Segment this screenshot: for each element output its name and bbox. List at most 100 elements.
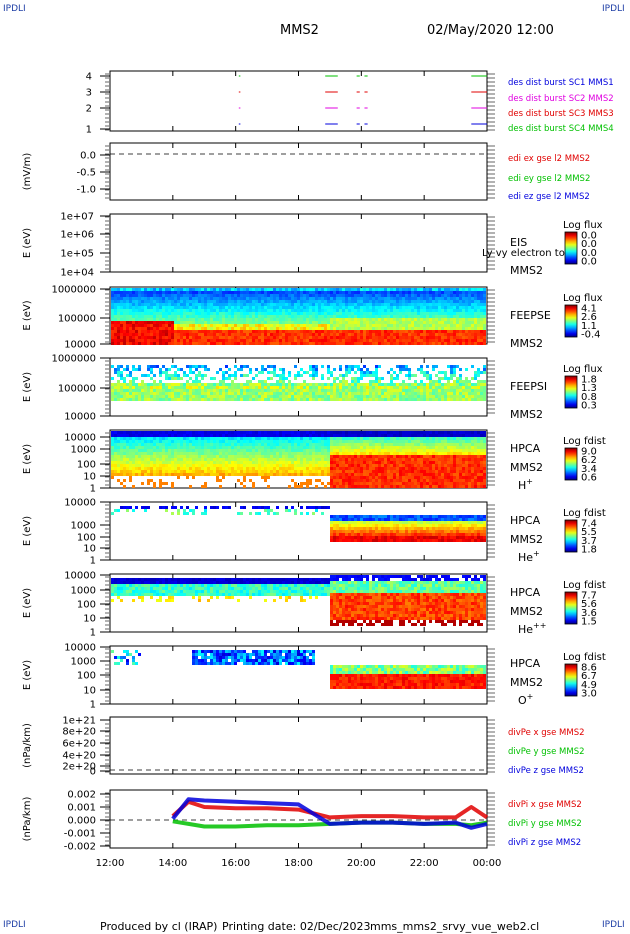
hpca-he-panel-tick-label: 10000: [64, 498, 96, 509]
hpca-hepp-panel-colorbar-tick: 7.7: [581, 591, 597, 602]
feeps-ion-panel-tick-label: 1000000: [51, 354, 96, 365]
edi-panel-tick-label: -0.5: [76, 168, 96, 179]
x-tick-label: 18:00: [284, 858, 313, 869]
hpca-o-panel-tick-label: 1000: [71, 657, 96, 668]
corner-mark-bottom-right: IPDLI: [602, 920, 625, 930]
hpca-o-panel-colorbar-tick: 8.6: [581, 663, 597, 674]
hpca-hepp-panel-tick-label: 10000: [64, 571, 96, 582]
feeps-ion-panel-tick-label: 10000: [64, 412, 96, 423]
hpca-he-panel-colorbar-tick: 1.8: [581, 545, 597, 556]
divpe-panel-frame: [109, 716, 488, 775]
feeps-ion-panel-colorbar-title: Log flux: [563, 364, 603, 375]
x-tick-label: 12:00: [96, 858, 125, 869]
hpca-h-panel-colorbar-tick: 3.4: [581, 464, 597, 475]
hpca-he-panel-colorbar-tick: 7.4: [581, 519, 597, 530]
footer-credit: Produced by cl (IRAP): [100, 920, 218, 933]
x-tick-label: 20:00: [347, 858, 376, 869]
eis-panel-label: MMS2: [510, 264, 543, 277]
hpca-he-panel-ylabel: E (eV): [22, 516, 33, 546]
divpe-panel-legend-entry: divPe z gse MMS2: [508, 766, 584, 776]
hpca-o-spectrogram: [111, 650, 486, 689]
hpca-he-panel-colorbar-tick: 5.5: [581, 527, 597, 538]
x-tick-label: 14:00: [158, 858, 187, 869]
divpi-panel-tick-label: 0.002: [67, 790, 96, 801]
header-datetime: 02/May/2020 12:00: [427, 23, 554, 38]
burst-panel-legend-entry: des dist burst SC3 MMS3: [508, 109, 614, 119]
hpca-hepp-panel-colorbar-tick: 1.5: [581, 617, 597, 628]
eis-panel-colorbar-title: Log flux: [563, 220, 603, 231]
hpca-hepp-panel-label: HPCA: [510, 586, 541, 599]
feeps-ion-panel-colorbar-tick: 1.3: [581, 383, 597, 394]
divpi-series-line: [171, 799, 489, 820]
feeps-electron-panel-colorbar: [564, 304, 578, 338]
hpca-o-panel-label: O+: [518, 692, 533, 707]
divpe-panel-tick-label: 8e+20: [62, 727, 96, 738]
divpe-panel-tick-label: 4e+20: [62, 751, 96, 762]
eis-panel-colorbar-tick: 0.0: [581, 231, 597, 242]
feeps-electron-panel-label: MMS2: [510, 337, 543, 350]
divpe-panel-tick-label: 0: [90, 767, 96, 778]
eis-overlay-text: Ly vy electron to: [482, 248, 565, 259]
hpca-he-panel-tick-label: 1: [90, 556, 96, 567]
corner-mark-top-right: IPDLI: [602, 4, 625, 14]
footer-filename: mms_mms2_srvy_vue_web2.cl: [370, 920, 540, 933]
divpe-panel-ylabel: (nPa/km): [22, 723, 33, 768]
hpca-hepp-panel-colorbar-tick: 5.6: [581, 599, 597, 610]
hpca-h-panel-tick-label: 10000: [64, 433, 96, 444]
edi-panel-tick-label: -1.0: [76, 185, 96, 196]
hpca-he-panel-colorbar-title: Log fdist: [563, 508, 606, 519]
divpi-panel-tick-label: -0.001: [64, 829, 96, 840]
eis-panel-tick-label: 1e+06: [60, 230, 94, 241]
hpca-o-panel-colorbar: [564, 663, 578, 697]
eis-panel-tick-label: 1e+04: [60, 268, 94, 279]
hpca-o-panel-label: HPCA: [510, 657, 541, 670]
divpi-panel-legend-entry: divPi z gse MMS2: [508, 838, 581, 848]
hpca-he-panel-label: He+: [518, 549, 540, 564]
burst-panel-tick-label: 1: [86, 125, 92, 136]
hpca-he-panel-tick-label: 100: [77, 533, 96, 544]
eis-panel-colorbar-tick: 0.0: [581, 257, 597, 268]
hpca-hepp-panel-ylabel: E (eV): [22, 588, 33, 618]
eis-panel-colorbar-tick: 0.0: [581, 248, 597, 259]
eis-panel-tick-label: 1e+07: [60, 212, 94, 223]
edi-panel-legend-entry: edi ey gse l2 MMS2: [508, 174, 590, 184]
divpe-panel-legend-entry: divPe x gse MMS2: [508, 728, 585, 738]
feeps-electron-panel-label: FEEPSE: [510, 309, 551, 322]
hpca-he-panel-tick-label: 1000: [71, 521, 96, 532]
hpca-h-panel-colorbar-tick: 9.0: [581, 447, 597, 458]
edi-panel-legend-entry: edi ez gse l2 MMS2: [508, 192, 590, 202]
hpca-he-panel-label: MMS2: [510, 533, 543, 546]
eis-panel-colorbar: [564, 231, 578, 265]
hpca-h-panel-colorbar-tick: 0.6: [581, 473, 597, 484]
feeps-ion-panel-label: FEEPSI: [510, 380, 547, 393]
feeps-ion-panel-colorbar: [564, 375, 578, 409]
divpi-panel-tick-label: 0.001: [67, 803, 96, 814]
hpca-hepp-panel-tick-label: 1000: [71, 586, 96, 597]
feeps-ion-panel-colorbar-tick: 1.8: [581, 375, 597, 386]
hpca-he-panel-colorbar: [564, 519, 578, 553]
eis-panel-ylabel: E (eV): [22, 228, 33, 258]
burst-panel-tick-label: 2: [86, 104, 92, 115]
footer-printing-date: Printing date: 02/Dec/2023: [222, 920, 371, 933]
edi-panel-legend-entry: edi ex gse l2 MMS2: [508, 154, 590, 164]
corner-mark-bottom-left: IPDLI: [3, 920, 26, 930]
hpca-he-panel-label: HPCA: [510, 514, 541, 527]
eis-panel-label: EIS: [510, 236, 527, 249]
divpi-series-line: [171, 797, 488, 830]
hpca-h-panel-colorbar: [564, 447, 578, 481]
feeps-electron-spectrogram: [111, 288, 486, 345]
feeps-ion-panel-tick-label: 100000: [58, 384, 96, 395]
hpca-hepp-spectrogram: [111, 575, 486, 626]
hpca-hepp-panel-colorbar: [564, 591, 578, 625]
hpca-o-panel-colorbar-tick: 6.7: [581, 671, 597, 682]
hpca-o-panel-ylabel: E (eV): [22, 660, 33, 690]
divpi-panel-ylabel: (nPa/km): [22, 797, 33, 842]
feeps-ion-panel-colorbar-tick: 0.3: [581, 401, 597, 412]
hpca-h-panel-colorbar-tick: 6.2: [581, 455, 597, 466]
feeps-electron-panel-tick-label: 100000: [58, 314, 96, 325]
feeps-electron-panel-tick-label: 10000: [64, 340, 96, 351]
divpi-panel-tick-label: -0.002: [64, 842, 96, 853]
feeps-ion-panel-colorbar-tick: 0.8: [581, 392, 597, 403]
hpca-o-panel-colorbar-title: Log fdist: [563, 652, 606, 663]
hpca-o-panel-colorbar-tick: 3.0: [581, 689, 597, 700]
